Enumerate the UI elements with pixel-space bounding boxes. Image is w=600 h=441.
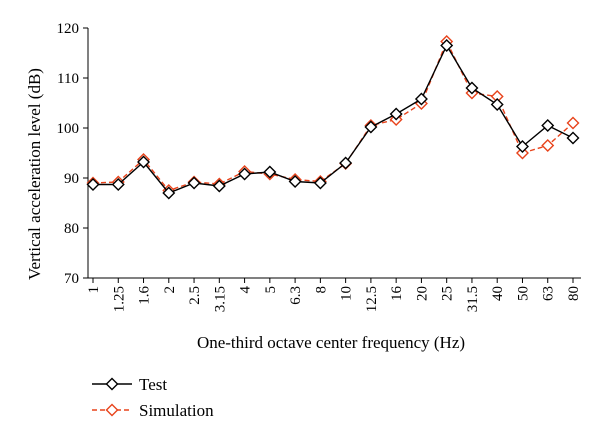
x-axis-label: One-third octave center frequency (Hz)	[197, 333, 465, 352]
y-tick-label: 110	[57, 71, 79, 87]
legend-marker	[105, 403, 119, 417]
data-point	[515, 146, 529, 160]
x-tick-label: 2	[162, 286, 178, 294]
data-point	[440, 39, 454, 52]
legend-marker	[105, 377, 119, 391]
x-axis-ticks: 1 1.25 1.6 2 2.5 3.15 4 5 6.3 8 10 12.5 16 20 25 31.5 40…	[86, 278, 582, 312]
legend-label: Test	[139, 375, 167, 394]
series-layer	[86, 35, 580, 200]
legend: Test Simulation	[92, 375, 214, 420]
x-tick-label: 16	[389, 286, 405, 302]
data-point	[339, 156, 353, 170]
x-tick-label: 6.3	[288, 286, 304, 305]
x-tick-label: 1.6	[137, 286, 153, 305]
data-point	[465, 81, 479, 95]
x-tick-label: 40	[490, 286, 506, 301]
x-tick-label: 3.15	[212, 286, 228, 312]
data-point	[111, 178, 125, 191]
x-tick-label: 1	[86, 286, 102, 294]
x-tick-label: 10	[339, 286, 355, 301]
data-point	[162, 186, 176, 200]
x-tick-label: 20	[414, 286, 430, 301]
data-point	[288, 175, 302, 188]
x-tick-label: 2.5	[187, 286, 203, 305]
data-point	[364, 120, 378, 134]
data-point	[490, 98, 504, 111]
y-tick-label: 90	[64, 171, 79, 187]
x-tick-label: 5	[263, 286, 279, 294]
x-tick-label: 25	[440, 286, 456, 301]
legend-item-simulation: Simulation	[92, 401, 214, 420]
series-line	[92, 39, 574, 192]
axes	[87, 28, 581, 279]
x-tick-label: 12.5	[364, 286, 380, 312]
x-tick-label: 31.5	[465, 286, 481, 312]
data-point	[212, 179, 226, 193]
y-tick-label: 80	[64, 221, 79, 237]
data-point	[187, 176, 201, 190]
y-axis-ticks: 70 80 90 100 110 120	[57, 21, 88, 287]
x-tick-label: 50	[515, 286, 531, 301]
data-point	[414, 92, 428, 106]
y-tick-label: 120	[57, 21, 80, 37]
x-tick-label: 8	[313, 286, 329, 294]
data-point	[566, 116, 580, 130]
data-point	[541, 119, 555, 132]
x-tick-label: 63	[541, 286, 557, 301]
data-point	[263, 165, 277, 179]
legend-label: Simulation	[139, 401, 214, 420]
legend-item-test: Test	[92, 375, 167, 394]
data-point	[137, 155, 151, 169]
data-point	[566, 131, 580, 145]
data-point	[389, 107, 403, 121]
data-point	[313, 176, 327, 190]
data-point	[238, 167, 252, 181]
series-test	[86, 39, 580, 200]
x-tick-label: 1.25	[111, 286, 127, 312]
y-axis-label: Vertical acceleration level (dB)	[25, 68, 44, 280]
x-tick-label: 80	[566, 286, 582, 301]
x-tick-label: 4	[238, 286, 254, 294]
data-point	[86, 178, 100, 191]
y-tick-label: 100	[57, 121, 80, 137]
y-tick-label: 70	[64, 271, 79, 287]
data-point	[515, 140, 529, 153]
series-line	[93, 44, 574, 194]
data-point	[541, 139, 555, 152]
